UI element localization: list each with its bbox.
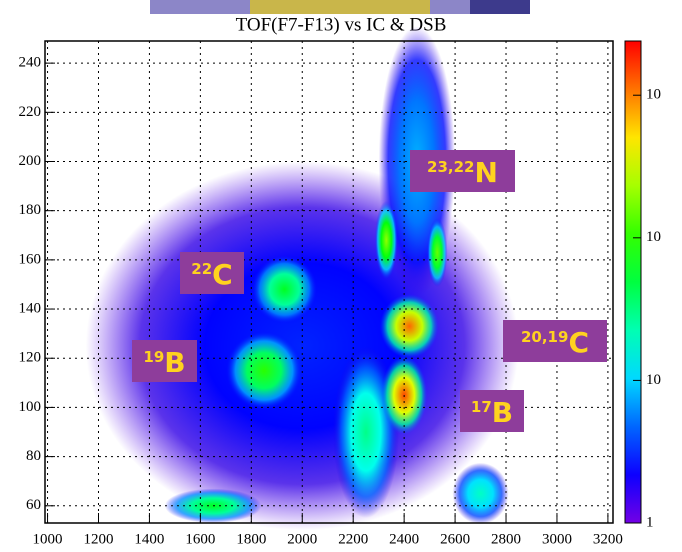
annotation-element: C [212,258,233,291]
cluster [375,201,398,280]
annotation-mass: 17 [471,398,492,416]
header-image [250,0,430,14]
y-tick-label: 240 [19,55,42,71]
cluster [380,294,439,358]
y-tick-label: 200 [19,153,42,169]
header-image [470,0,530,14]
y-tick-label: 80 [26,448,41,464]
cluster [453,463,509,524]
annotation-element: N [475,156,498,189]
color-bar [625,41,641,523]
annotation-element: B [492,396,513,429]
x-tick-label: 3200 [593,531,623,547]
x-tick-label: 1400 [134,531,164,547]
z-tick-label: 10 [646,87,661,103]
z-tick-label: 10 [646,372,661,388]
y-tick-label: 140 [19,300,42,316]
x-tick-label: 1600 [185,531,215,547]
x-tick-label: 2000 [287,531,317,547]
annotation-mass: 19 [143,348,164,366]
y-tick-label: 160 [19,251,42,267]
cluster [427,218,447,287]
annotation-mass: 22 [191,260,212,278]
cluster [226,331,302,410]
y-tick-label: 180 [19,202,42,218]
annotation-element: B [164,346,185,379]
annotation-element: C [568,326,589,359]
x-tick-label: 2400 [389,531,419,547]
y-tick-label: 100 [19,399,42,415]
cluster [251,255,317,324]
x-tick-label: 1800 [236,531,266,547]
y-tick-label: 60 [26,497,41,513]
x-tick-label: 1000 [33,531,63,547]
x-tick-label: 3000 [542,531,572,547]
z-tick-label: 10 [646,229,661,245]
x-tick-label: 1200 [83,531,113,547]
y-tick-label: 220 [19,104,42,120]
annotation-mass: 20,19 [521,328,568,346]
x-tick-label: 2600 [440,531,470,547]
y-tick-label: 120 [19,350,42,366]
z-tick-label: 1 [646,514,654,530]
x-tick-label: 2200 [338,531,368,547]
annotation-mass: 23,22 [427,158,474,176]
chart: TOF(F7-F13) vs IC & DSB 23,22N22C20,19C1… [0,0,682,552]
x-tick-label: 2800 [491,531,521,547]
